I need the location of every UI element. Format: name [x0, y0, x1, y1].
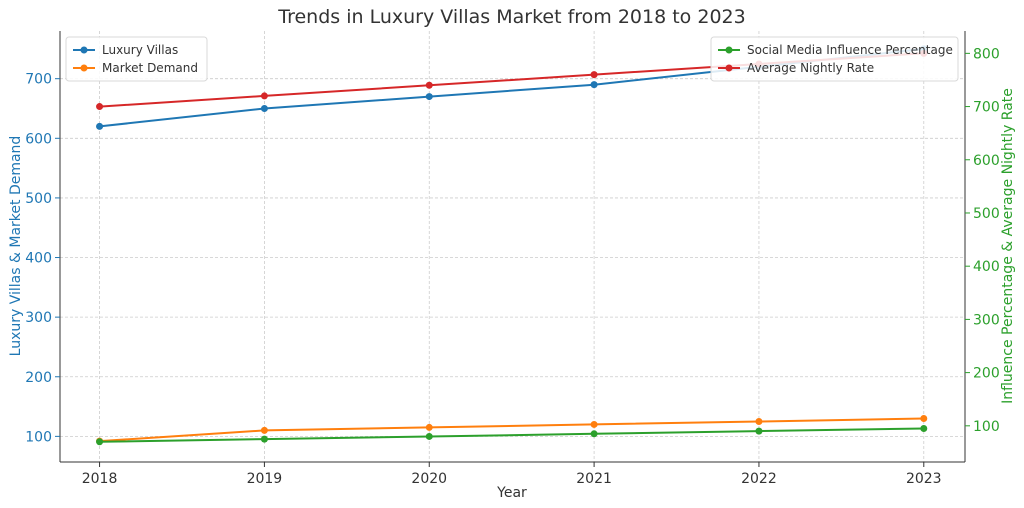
data-point-market-demand	[920, 414, 928, 422]
y-tick-label-left: 100	[25, 429, 52, 445]
chart-title: Trends in Luxury Villas Market from 2018…	[277, 6, 745, 28]
data-point-social-media-influence-percentage	[96, 438, 104, 446]
legend-label: Market Demand	[102, 61, 198, 75]
y-tick-label-left: 300	[25, 310, 52, 326]
data-point-social-media-influence-percentage	[920, 424, 928, 432]
y-tick-label-left: 400	[25, 251, 52, 267]
x-tick-label: 2019	[247, 471, 283, 487]
y-tick-label-right: 400	[973, 259, 1000, 275]
data-point-market-demand	[755, 417, 763, 425]
legend-swatch-marker	[725, 64, 733, 72]
data-point-luxury-villas	[425, 93, 433, 101]
data-point-average-nightly-rate	[96, 103, 104, 111]
legend-label: Luxury Villas	[102, 43, 178, 57]
data-point-social-media-influence-percentage	[425, 432, 433, 440]
legend-label: Average Nightly Rate	[747, 61, 874, 75]
series-line-social-media-influence-percentage	[99, 427, 924, 443]
legend-right: Social Media Influence Percentage Average…	[710, 36, 959, 82]
y-tick-label-right: 300	[973, 312, 1000, 328]
y-tick-label-right: 600	[973, 153, 1000, 169]
data-point-market-demand	[590, 420, 598, 428]
data-point-average-nightly-rate	[425, 81, 433, 89]
y-tick-label-right: 800	[973, 46, 1000, 62]
data-point-average-nightly-rate	[260, 92, 268, 100]
y-tick-label-right: 500	[973, 206, 1000, 222]
legend-swatch-marker	[80, 46, 88, 54]
data-point-market-demand	[425, 423, 433, 431]
y-tick-label-right: 100	[973, 419, 1000, 435]
data-point-luxury-villas	[260, 104, 268, 112]
data-point-luxury-villas	[96, 122, 104, 130]
y-axis-label-left: Luxury Villas & Market Demand	[8, 136, 24, 357]
x-axis-label: Year	[496, 485, 527, 501]
y-tick-label-right: 700	[973, 100, 1000, 116]
x-tick-label: 2022	[741, 471, 777, 487]
data-point-luxury-villas	[590, 81, 598, 89]
y-tick-label-left: 500	[25, 191, 52, 207]
legend-left: Luxury Villas Market Demand	[65, 36, 208, 82]
legend-label: Social Media Influence Percentage	[747, 43, 953, 57]
y-tick-label-right: 200	[973, 366, 1000, 382]
data-point-average-nightly-rate	[590, 71, 598, 79]
legend-box	[710, 36, 959, 82]
data-point-market-demand	[260, 426, 268, 434]
data-point-social-media-influence-percentage	[755, 427, 763, 435]
x-tick-label: 2020	[411, 471, 447, 487]
x-tick-label: 2021	[576, 471, 612, 487]
y-tick-label-left: 200	[25, 370, 52, 386]
y-tick-label-left: 700	[25, 72, 52, 88]
legend-box	[65, 36, 208, 82]
data-point-social-media-influence-percentage	[590, 430, 598, 438]
legend-swatch-marker	[725, 46, 733, 54]
x-tick-label: 2018	[82, 471, 118, 487]
series-line-market-demand	[99, 417, 924, 443]
data-point-social-media-influence-percentage	[260, 435, 268, 443]
y-tick-label-left: 600	[25, 131, 52, 147]
y-axis-label-right: Influence Percentage & Average Nightly R…	[1000, 88, 1016, 404]
legend-swatch-marker	[80, 64, 88, 72]
x-tick-label: 2023	[906, 471, 942, 487]
